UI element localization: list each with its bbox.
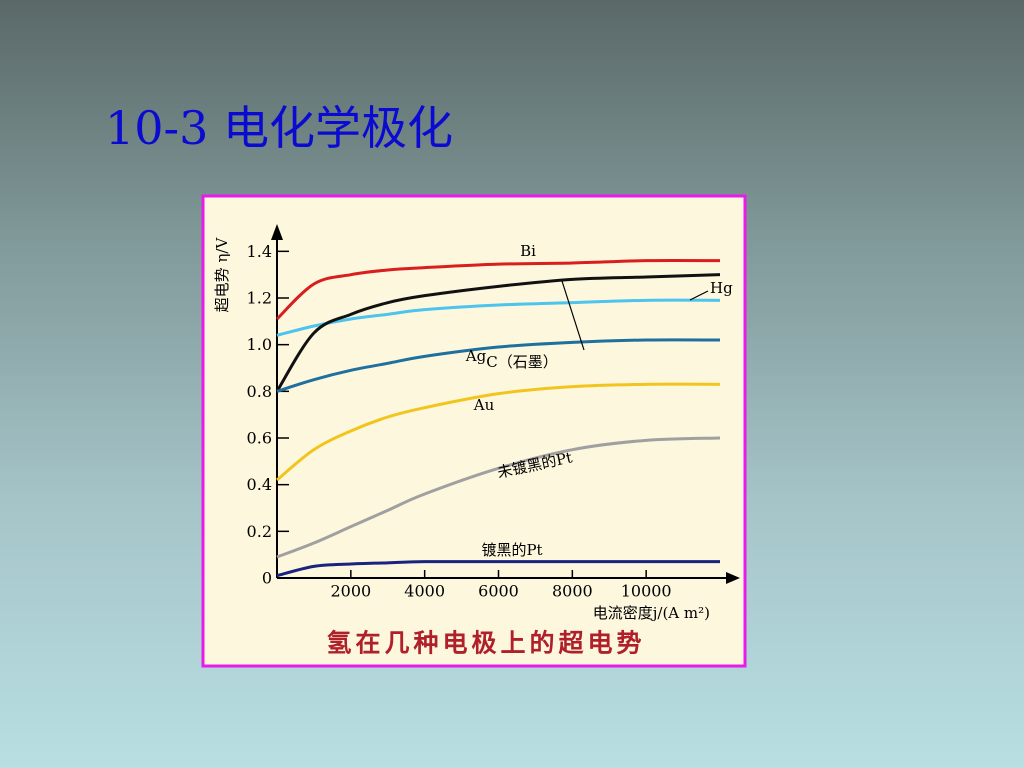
y-tick-label: 1.4 xyxy=(247,242,272,261)
y-tick-label: 0.4 xyxy=(247,475,272,494)
chart-frame xyxy=(201,194,747,668)
label-leader xyxy=(689,290,709,301)
x-tick-label: 4000 xyxy=(404,582,445,601)
x-axis-arrow xyxy=(726,572,740,584)
slide-title: 10-3 电化学极化 xyxy=(105,101,453,155)
series-line xyxy=(276,436,721,559)
x-axis-label: 电流密度j/(A m²) xyxy=(593,604,710,622)
series-label: Au xyxy=(473,396,495,414)
series-label: C（石墨） xyxy=(486,353,557,371)
series-line xyxy=(276,338,721,393)
x-tick-label: 8000 xyxy=(552,582,593,601)
y-tick-label: 0.6 xyxy=(247,429,272,448)
y-tick-label: 0.8 xyxy=(247,382,272,401)
series-label: Bi xyxy=(520,242,536,260)
series-label: Ag xyxy=(465,347,487,365)
series-line xyxy=(275,273,721,393)
x-tick-label: 6000 xyxy=(478,582,519,601)
y-axis-arrow xyxy=(271,224,283,240)
series-line xyxy=(276,382,721,482)
series-label: 镀黑的Pt xyxy=(481,541,542,559)
x-tick-label: 2000 xyxy=(330,582,371,601)
y-tick-label: 1.2 xyxy=(247,289,272,308)
x-tick-label: 10000 xyxy=(621,582,672,601)
y-tick-label: 0 xyxy=(262,569,272,588)
y-axis-label: 超电势 η/V xyxy=(213,237,231,313)
chart: 0 0.2 0.4 0.6 0.8 1.0 1.2 1.4 2000 4000 6000 8000 10… xyxy=(213,224,740,658)
label-leader xyxy=(561,280,585,351)
series-line xyxy=(276,560,720,578)
chart-caption: 氢在几种电极上的超电势 xyxy=(326,629,645,658)
series-label: Hg xyxy=(710,279,733,297)
y-tick-label: 1.0 xyxy=(247,335,272,354)
series-line xyxy=(275,258,721,321)
y-tick-label: 0.2 xyxy=(247,522,272,541)
